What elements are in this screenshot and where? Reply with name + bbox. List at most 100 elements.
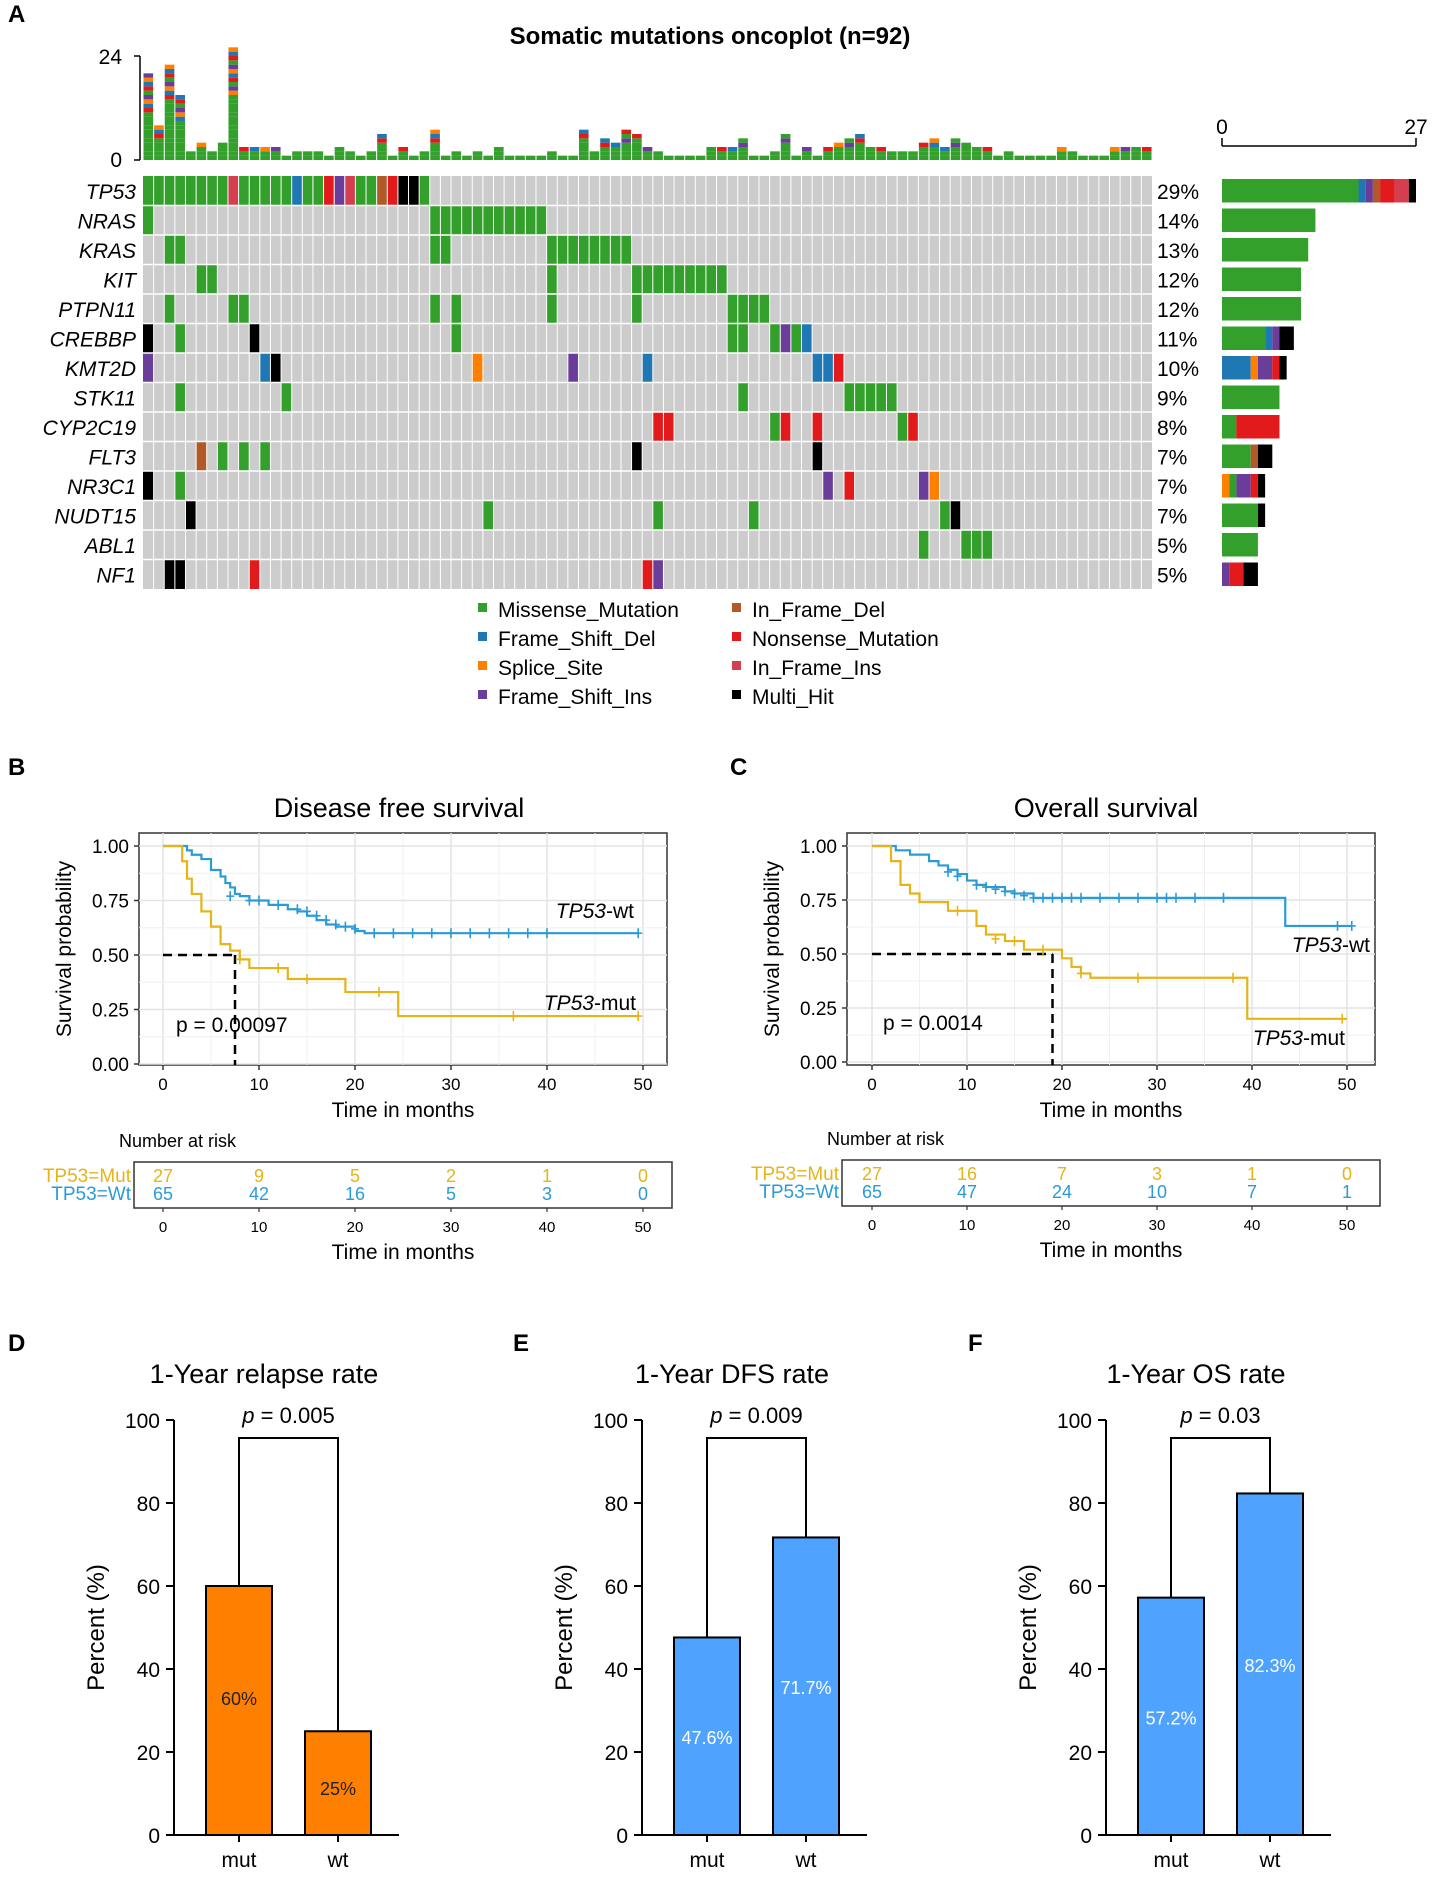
gene-label: NRAS [78, 210, 136, 233]
top-bar-segment [143, 138, 154, 143]
mutation-cell [578, 235, 590, 265]
top-bar-segment [228, 73, 239, 78]
gene-count-segment [1222, 356, 1251, 380]
top-bar-segment [578, 134, 589, 139]
top-bar-segment [228, 90, 239, 95]
mutation-cell [599, 235, 611, 265]
top-bar-segment [175, 125, 185, 130]
gene-count-segment [1222, 415, 1237, 439]
top-bar-segment [717, 155, 727, 160]
mutation-cell [589, 235, 600, 265]
risk-count: 3 [1152, 1164, 1162, 1184]
top-bar-segment [143, 103, 154, 108]
mutation-cell [143, 323, 154, 353]
significance-bracket [1170, 1437, 1271, 1598]
top-bar-segment [175, 112, 185, 117]
top-bar-segment [228, 134, 239, 139]
panel-b-letter: B [8, 754, 25, 781]
risk-count: 65 [862, 1182, 882, 1202]
top-bar-segment [175, 108, 185, 113]
mutation-cell [610, 235, 621, 265]
mutation-cell [546, 235, 558, 265]
legend-swatch [732, 661, 741, 670]
top-bar-segment [143, 90, 154, 95]
top-bar-segment [791, 155, 802, 160]
risk-count: 1 [542, 1166, 552, 1186]
top-bar-segment [727, 155, 738, 160]
top-bar-segment [578, 155, 589, 160]
mutation-cell [206, 264, 218, 294]
top-bar-segment [780, 147, 791, 152]
risk-count: 27 [153, 1166, 173, 1186]
top-bar-segment [228, 125, 239, 130]
gene-percentage: 14% [1157, 210, 1199, 233]
km-ytick-label: 0.25 [800, 999, 837, 1020]
top-bar-segment [430, 151, 440, 156]
risk-xtick-label: 20 [347, 1219, 364, 1236]
top-bar-segment [621, 142, 632, 147]
top-bar-segment [833, 155, 844, 160]
km-ytick-label: 0.00 [800, 1053, 837, 1074]
top-bar-segment [706, 147, 717, 152]
mutation-cell [461, 205, 473, 235]
gene-count-segment [1257, 503, 1266, 527]
gene-count-segment [1222, 503, 1258, 527]
mutation-cell [918, 530, 929, 560]
top-bar-segment [929, 138, 940, 143]
top-bar-segment [1110, 155, 1120, 160]
top-bar-segment [228, 116, 239, 121]
mutation-cell [493, 205, 505, 235]
bar-chart-dfs: E 1-Year DFS rate 0 20 40 60 80 100 Percent (%) m… [513, 1330, 867, 1872]
km-ytick-label: 0.00 [92, 1055, 129, 1076]
top-bar-segment [610, 155, 621, 160]
top-bar-segment [377, 147, 387, 152]
mutation-cell [440, 235, 452, 265]
bar-wt [304, 1730, 372, 1836]
mutation-cell [939, 500, 951, 530]
top-bar-segment [377, 138, 387, 143]
km-label-wt-suffix: -wt [606, 900, 634, 923]
top-bar-segment [1056, 151, 1067, 156]
gene-label: CYP2C19 [43, 417, 137, 440]
top-bar-segment [143, 134, 154, 139]
mutation-cell [249, 559, 260, 589]
bar-title: 1-Year relapse rate [150, 1359, 379, 1389]
mutation-cell [196, 176, 207, 206]
top-bar-segment [812, 155, 823, 160]
top-bar-segment [143, 82, 154, 87]
mutation-cell [716, 264, 728, 294]
gene-percentage: 12% [1157, 299, 1199, 322]
gene-count-segment [1222, 238, 1309, 262]
top-bar-segment [823, 147, 833, 152]
top-bar-segment [886, 155, 897, 160]
top-bar-segment [430, 129, 440, 134]
top-bar-segment [780, 142, 791, 147]
risk-count: 0 [638, 1166, 648, 1186]
top-bar-segment [515, 155, 525, 160]
mutation-cell [705, 264, 717, 294]
top-bar-segment [1056, 147, 1067, 152]
bar-title: 1-Year OS rate [1106, 1359, 1285, 1389]
km-xtick-label: 40 [538, 1075, 557, 1094]
legend-swatch [478, 632, 487, 641]
top-bar-segment [1025, 155, 1035, 160]
top-bar-segment [865, 147, 876, 152]
gene-count-segment [1265, 326, 1273, 350]
risk-table-title: Number at risk [827, 1129, 945, 1149]
bar-ytick-label: 40 [137, 1659, 160, 1682]
panel-letter: F [968, 1330, 983, 1357]
top-bar-segment [982, 155, 993, 160]
top-bar-segment [908, 151, 918, 156]
top-bar-segment [143, 142, 154, 147]
gene-label: KIT [103, 269, 138, 292]
mutation-cell [143, 176, 154, 206]
top-bar-segment [377, 134, 387, 139]
gene-label: TP53 [86, 181, 137, 204]
gene-count-segment [1365, 179, 1373, 203]
top-bar-segment [366, 151, 377, 156]
mutation-cell [982, 530, 993, 560]
top-bar-segment [632, 134, 642, 139]
top-bar-segment [377, 155, 387, 160]
risk-count: 27 [862, 1164, 882, 1184]
mutation-cell [451, 323, 462, 353]
